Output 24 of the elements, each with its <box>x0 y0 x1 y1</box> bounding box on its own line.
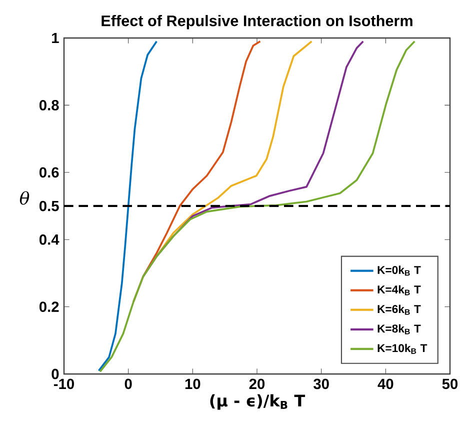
x-tick-label: 50 <box>442 378 458 390</box>
x-tick-label: -10 <box>54 378 74 390</box>
legend-label: K=8k$_{B}$ T <box>378 324 421 334</box>
legend-label: K=0k$_{B}$ T <box>378 266 421 276</box>
chart-title: Effect of Repulsive Interaction on Isotherm <box>102 15 412 30</box>
x-tick-label: 10 <box>185 378 200 390</box>
line-series <box>98 40 158 372</box>
legend-label: K=4k$_{B}$ T <box>378 285 421 296</box>
x-axis-title: (μ - ϵ)/k$_{B}$ T <box>210 394 306 410</box>
x-tick-label: 30 <box>314 378 329 390</box>
y-tick-label: 1 <box>52 32 59 44</box>
y-tick-label: 0.2 <box>39 302 59 312</box>
legend-label: K=6k$_{B}$ T <box>378 304 421 315</box>
line-series <box>99 40 416 373</box>
y-tick-label: 0.6 <box>39 167 59 178</box>
y-tick-label: 0.4 <box>39 234 60 245</box>
y-tick-label: 0.8 <box>39 100 59 110</box>
y-tick-label: 0.5 <box>39 200 59 212</box>
y-tick-label: 0 <box>52 368 59 380</box>
legend-label: K=10k$_{B}$ T <box>378 344 428 354</box>
y-axis-title: θ <box>20 191 30 205</box>
x-tick-label: 0 <box>124 378 132 390</box>
x-tick-label: 20 <box>249 378 265 390</box>
x-tick-label: 40 <box>378 378 394 390</box>
